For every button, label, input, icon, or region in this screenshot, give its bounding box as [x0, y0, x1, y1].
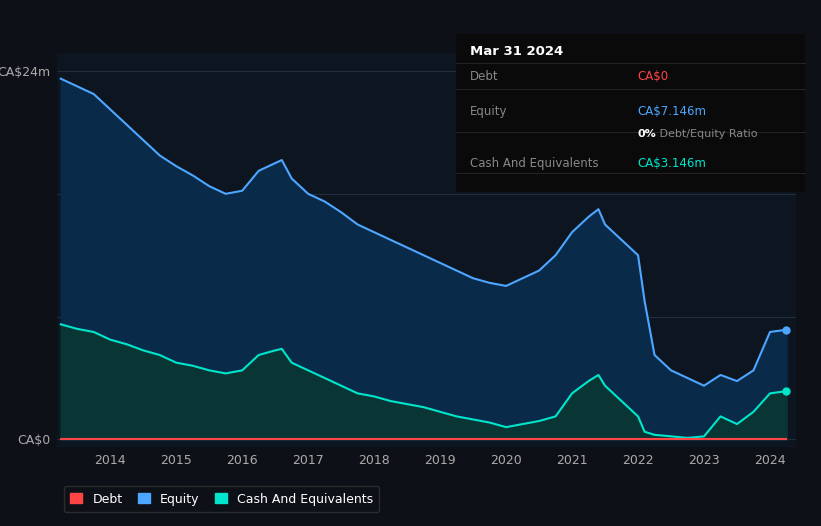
Text: Debt/Equity Ratio: Debt/Equity Ratio — [656, 129, 758, 139]
Text: CA$3.146m: CA$3.146m — [637, 157, 706, 170]
Text: Mar 31 2024: Mar 31 2024 — [470, 45, 563, 58]
Text: CA$7.146m: CA$7.146m — [637, 105, 706, 118]
Text: Debt: Debt — [470, 70, 498, 84]
Text: CA$0: CA$0 — [637, 70, 668, 84]
Text: 0%: 0% — [637, 129, 656, 139]
Legend: Debt, Equity, Cash And Equivalents: Debt, Equity, Cash And Equivalents — [64, 487, 379, 512]
Text: Equity: Equity — [470, 105, 507, 118]
Text: Cash And Equivalents: Cash And Equivalents — [470, 157, 599, 170]
